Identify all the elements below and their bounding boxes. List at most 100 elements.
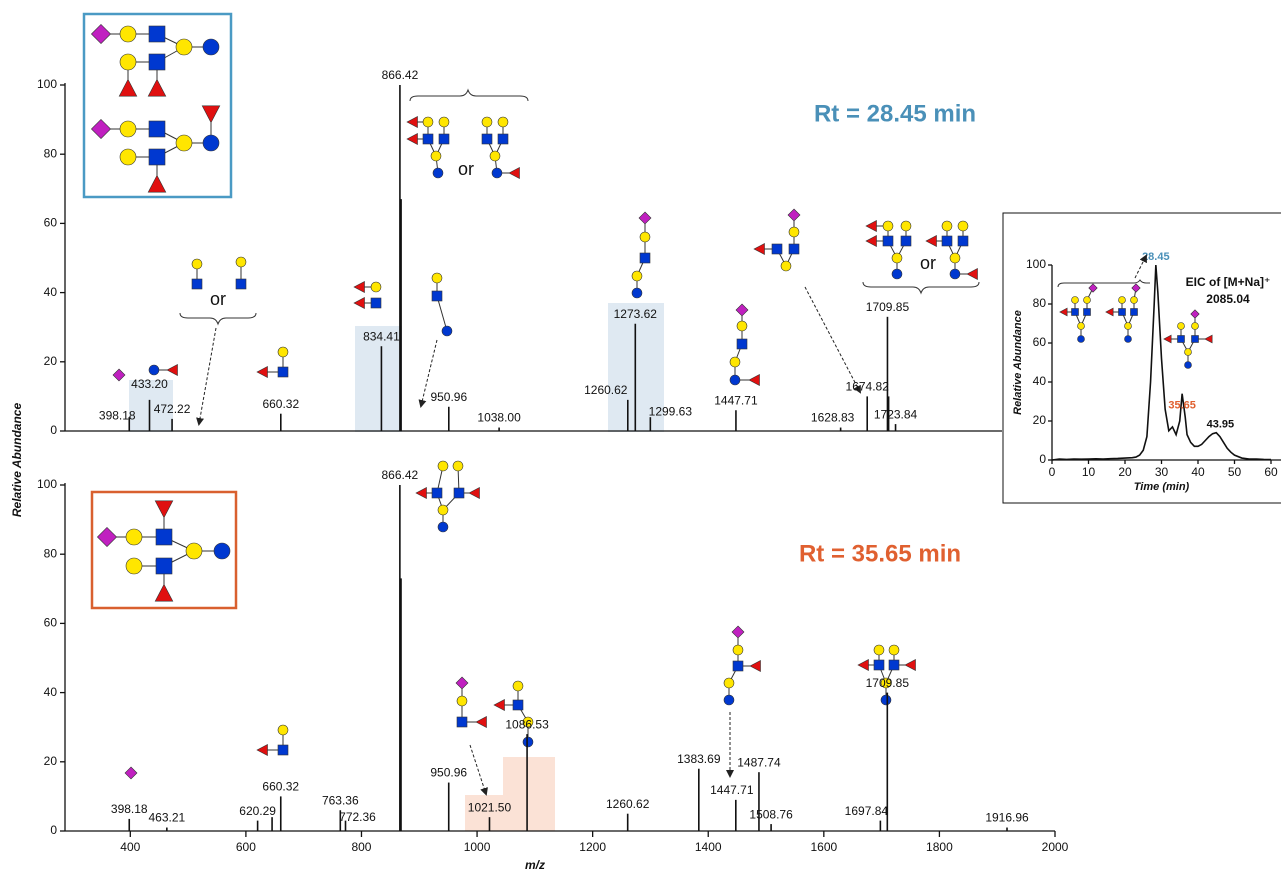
glycan-residue	[370, 281, 382, 293]
structure-frame	[82, 12, 233, 199]
glycan-residue	[631, 270, 643, 282]
y-tick-label: 20	[1033, 413, 1047, 427]
glycan	[90, 105, 221, 193]
glycan-residue	[512, 699, 524, 711]
y-tick-label: 80	[44, 146, 58, 160]
glycan-residue	[202, 134, 220, 152]
glycan-residue	[957, 235, 969, 247]
glycan-residue	[277, 724, 289, 736]
y-tick-label: 60	[44, 216, 58, 230]
retention-time: Rt = 28.45 min	[814, 100, 976, 127]
glycan-residue	[90, 118, 112, 140]
y-tick-label: 0	[50, 823, 57, 837]
glycan-residue	[882, 235, 894, 247]
glycan-residue	[639, 252, 651, 264]
glycan-residue	[631, 287, 643, 299]
x-tick-label: 20	[1118, 465, 1132, 479]
y-tick-label: 20	[44, 754, 58, 768]
x-tick-label: 2000	[1042, 840, 1069, 854]
y-tick-label: 20	[44, 354, 58, 368]
x-tick-label: 0	[1049, 465, 1056, 479]
glycan	[112, 368, 126, 382]
glycan-residue	[522, 736, 534, 748]
glycan-residue	[1059, 307, 1068, 317]
glycan-residue	[481, 133, 493, 145]
glycan-residue	[873, 644, 885, 656]
glycan-residue	[949, 252, 961, 264]
glycan-residue	[873, 659, 885, 671]
glycan-residue	[1083, 308, 1091, 316]
glycan	[353, 281, 382, 309]
glycan-residue	[900, 235, 912, 247]
glycan-residue	[438, 116, 450, 128]
glycan-residue	[353, 281, 365, 293]
glycan-residue	[406, 116, 418, 128]
glycan-residue	[370, 297, 382, 309]
glycan-residue	[119, 25, 137, 43]
x-tick-label: 50	[1228, 465, 1242, 479]
bracket	[1057, 279, 1150, 288]
glycan-residue	[888, 659, 900, 671]
x-tick-label: 1600	[810, 840, 837, 854]
peak-label: 1508.76	[749, 807, 793, 821]
glycan-residue	[512, 680, 524, 692]
glycan-residue	[185, 542, 203, 560]
peak-label: 772.36	[339, 810, 376, 824]
glycan-residue	[155, 528, 173, 546]
glycan-residue	[154, 583, 174, 602]
glycan-residue	[925, 235, 937, 247]
glycan	[857, 644, 916, 706]
glycan-residue	[1204, 334, 1213, 344]
glycan	[493, 680, 534, 748]
glycan	[729, 303, 760, 386]
glycan	[481, 116, 520, 179]
peak-label: 433.20	[131, 377, 168, 391]
glycan-residue	[732, 660, 744, 672]
glycan-residue	[422, 133, 434, 145]
peak-label: 1697.84	[845, 804, 889, 818]
peak-label: 1447.71	[714, 393, 758, 407]
x-tick-label: 10	[1082, 465, 1096, 479]
glycan-residue	[941, 235, 953, 247]
glycan-residue	[277, 346, 289, 358]
x-axis-label: m/z	[525, 858, 545, 872]
glycan-residue	[422, 116, 434, 128]
glycan-residue	[125, 528, 143, 546]
bracket	[409, 88, 529, 102]
glycan-residue	[437, 521, 449, 533]
glycan-residue	[723, 694, 735, 706]
glycan-residue	[723, 677, 735, 689]
y-tick-label: 100	[37, 477, 57, 491]
peak-label: 1674.82	[846, 380, 890, 394]
glycan-residue	[453, 487, 465, 499]
arrows	[196, 286, 861, 796]
glycan-residue	[353, 297, 365, 309]
x-tick-label: 1200	[579, 840, 606, 854]
glycan-residue	[857, 659, 869, 671]
glycan-residue	[888, 644, 900, 656]
y-tick-label: 100	[1026, 257, 1046, 271]
glycan-residue	[1190, 309, 1200, 319]
peak-label: 35.65	[1168, 400, 1196, 412]
glycan	[96, 500, 231, 602]
y-tick-label: 40	[44, 285, 58, 299]
y-tick-label: 40	[44, 685, 58, 699]
peak-label: 1038.00	[477, 411, 521, 425]
peak-label: 1273.62	[614, 307, 658, 321]
x-tick-label: 1400	[695, 840, 722, 854]
glycan-residue	[1177, 322, 1185, 330]
glycan-residue	[256, 366, 268, 378]
glycan-residue	[780, 260, 792, 272]
glycan-residue	[148, 148, 166, 166]
glycan	[191, 258, 203, 290]
peak-label: 1628.83	[811, 411, 855, 425]
glycan-residue	[406, 133, 418, 145]
glycan-residue	[191, 278, 203, 290]
glycan-link	[436, 295, 448, 332]
glycan-residue	[865, 235, 877, 247]
structure-frame	[90, 490, 238, 610]
y-tick-label: 60	[1033, 335, 1047, 349]
glycan-residue	[1191, 335, 1199, 343]
glycan	[1059, 283, 1098, 343]
